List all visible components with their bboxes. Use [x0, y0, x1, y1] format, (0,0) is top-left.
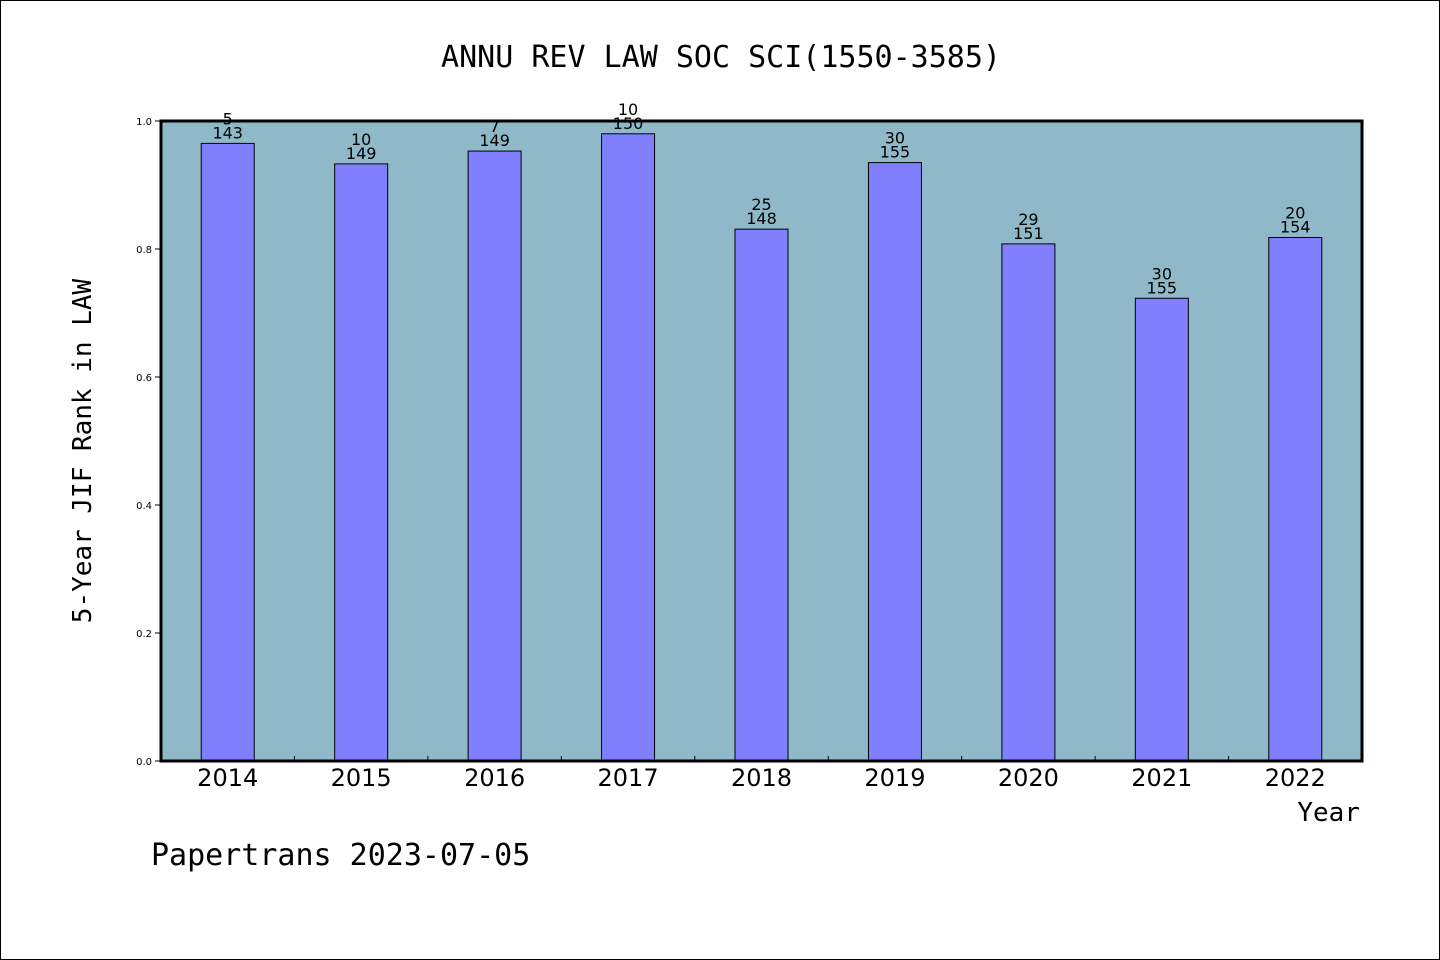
bar-rank-label: 7	[490, 117, 500, 136]
bar-2021	[1134, 297, 1189, 762]
y-tick-label: 0.6	[136, 373, 152, 384]
bar-2020	[1001, 243, 1056, 762]
bar-2017	[601, 133, 656, 762]
y-tick-label: 0.0	[136, 757, 152, 768]
y-tick-label: 1.0	[136, 117, 152, 128]
bar-total-label: 150	[613, 114, 644, 133]
y-tick-label: 0.2	[136, 629, 152, 640]
y-axis: 0.0 0.2 0.4 0.6 0.8 1.0	[136, 117, 161, 768]
x-tick-label: 2018	[731, 764, 792, 792]
x-tick-label: 2021	[1131, 764, 1192, 792]
x-tick-label: 2019	[864, 764, 925, 792]
y-tick-label: 0.4	[136, 501, 152, 512]
bar-rank-label: 25	[751, 195, 771, 214]
bar-total-label: 154	[1280, 217, 1311, 236]
x-tick-label: 2014	[197, 764, 258, 792]
bar-rank-label: 10	[618, 100, 638, 119]
bar-total-label: 143	[212, 123, 243, 142]
bar-total-label: 155	[1147, 278, 1178, 297]
footer-date-label: Papertrans 2023-07-05	[151, 838, 530, 873]
bar-2016	[467, 150, 522, 762]
x-axis-label: Year	[1297, 798, 1360, 828]
bar-rank-label: 30	[885, 129, 905, 148]
x-tick-label: 2022	[1265, 764, 1326, 792]
x-tick-label: 2015	[331, 764, 392, 792]
bar-rank-label: 30	[1152, 264, 1172, 283]
bars-group	[200, 133, 1323, 762]
x-tick-label: 2020	[998, 764, 1059, 792]
bar-total-label: 148	[746, 209, 777, 228]
bar-total-label: 151	[1013, 224, 1044, 243]
bar-rank-label: 5	[223, 109, 233, 128]
x-tick-label: 2016	[464, 764, 525, 792]
bar-rank-label: 20	[1285, 203, 1305, 222]
chart-title: ANNU REV LAW SOC SCI(1550-3585)	[441, 40, 1001, 75]
bar-2015	[334, 163, 389, 762]
y-tick-label: 0.8	[136, 245, 152, 256]
bar-2018	[734, 228, 789, 762]
bar-2014	[200, 142, 255, 762]
x-axis: 2014 2015 2016 2017 2018 2019 2020 2021 2022	[197, 756, 1326, 792]
bar-2019	[867, 162, 922, 762]
plot-frame	[159, 119, 1364, 763]
bar-rank-label: 10	[351, 130, 371, 149]
bar-total-label: 149	[346, 144, 377, 163]
bar-total-label: 149	[479, 131, 510, 150]
x-tick-label: 2017	[598, 764, 659, 792]
y-axis-label: 5-Year JIF Rank in LAW	[68, 278, 98, 623]
bar-rank-label: 29	[1018, 210, 1038, 229]
bar-2022	[1268, 236, 1323, 762]
bar-total-label: 155	[880, 143, 911, 162]
